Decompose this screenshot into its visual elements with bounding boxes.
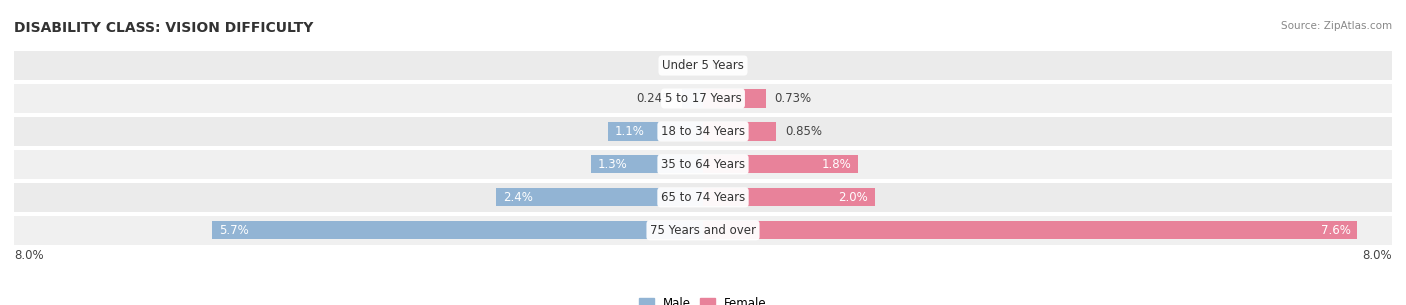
Text: 2.0%: 2.0% [838,191,869,204]
Bar [14,84,1392,113]
Text: 8.0%: 8.0% [1362,249,1392,262]
Text: 5.7%: 5.7% [219,224,249,237]
Bar [14,117,1392,146]
Bar [703,89,766,108]
Text: Source: ZipAtlas.com: Source: ZipAtlas.com [1281,21,1392,31]
Text: 2.4%: 2.4% [503,191,533,204]
Bar [609,122,703,141]
Bar [14,216,1392,245]
Text: 35 to 64 Years: 35 to 64 Years [661,158,745,171]
Text: 8.0%: 8.0% [14,249,44,262]
Text: 0.85%: 0.85% [785,125,823,138]
Bar [703,188,875,206]
Text: 65 to 74 Years: 65 to 74 Years [661,191,745,204]
Text: 7.6%: 7.6% [1320,224,1351,237]
Bar [703,122,776,141]
Bar [496,188,703,206]
Text: 0.24%: 0.24% [637,92,673,105]
Bar [14,150,1392,179]
Bar [212,221,703,239]
Text: 1.8%: 1.8% [821,158,851,171]
Bar [14,183,1392,212]
Text: 1.1%: 1.1% [616,125,645,138]
Text: 75 Years and over: 75 Years and over [650,224,756,237]
Text: Under 5 Years: Under 5 Years [662,59,744,72]
Text: 0.73%: 0.73% [775,92,811,105]
Text: 5 to 17 Years: 5 to 17 Years [665,92,741,105]
Text: 0.0%: 0.0% [711,59,741,72]
Text: DISABILITY CLASS: VISION DIFFICULTY: DISABILITY CLASS: VISION DIFFICULTY [14,21,314,35]
Bar [682,89,703,108]
Bar [703,221,1358,239]
Text: 0.0%: 0.0% [665,59,695,72]
Text: 18 to 34 Years: 18 to 34 Years [661,125,745,138]
Bar [591,155,703,174]
Text: 1.3%: 1.3% [598,158,627,171]
Bar [703,155,858,174]
Bar [14,51,1392,80]
Legend: Male, Female: Male, Female [640,296,766,305]
